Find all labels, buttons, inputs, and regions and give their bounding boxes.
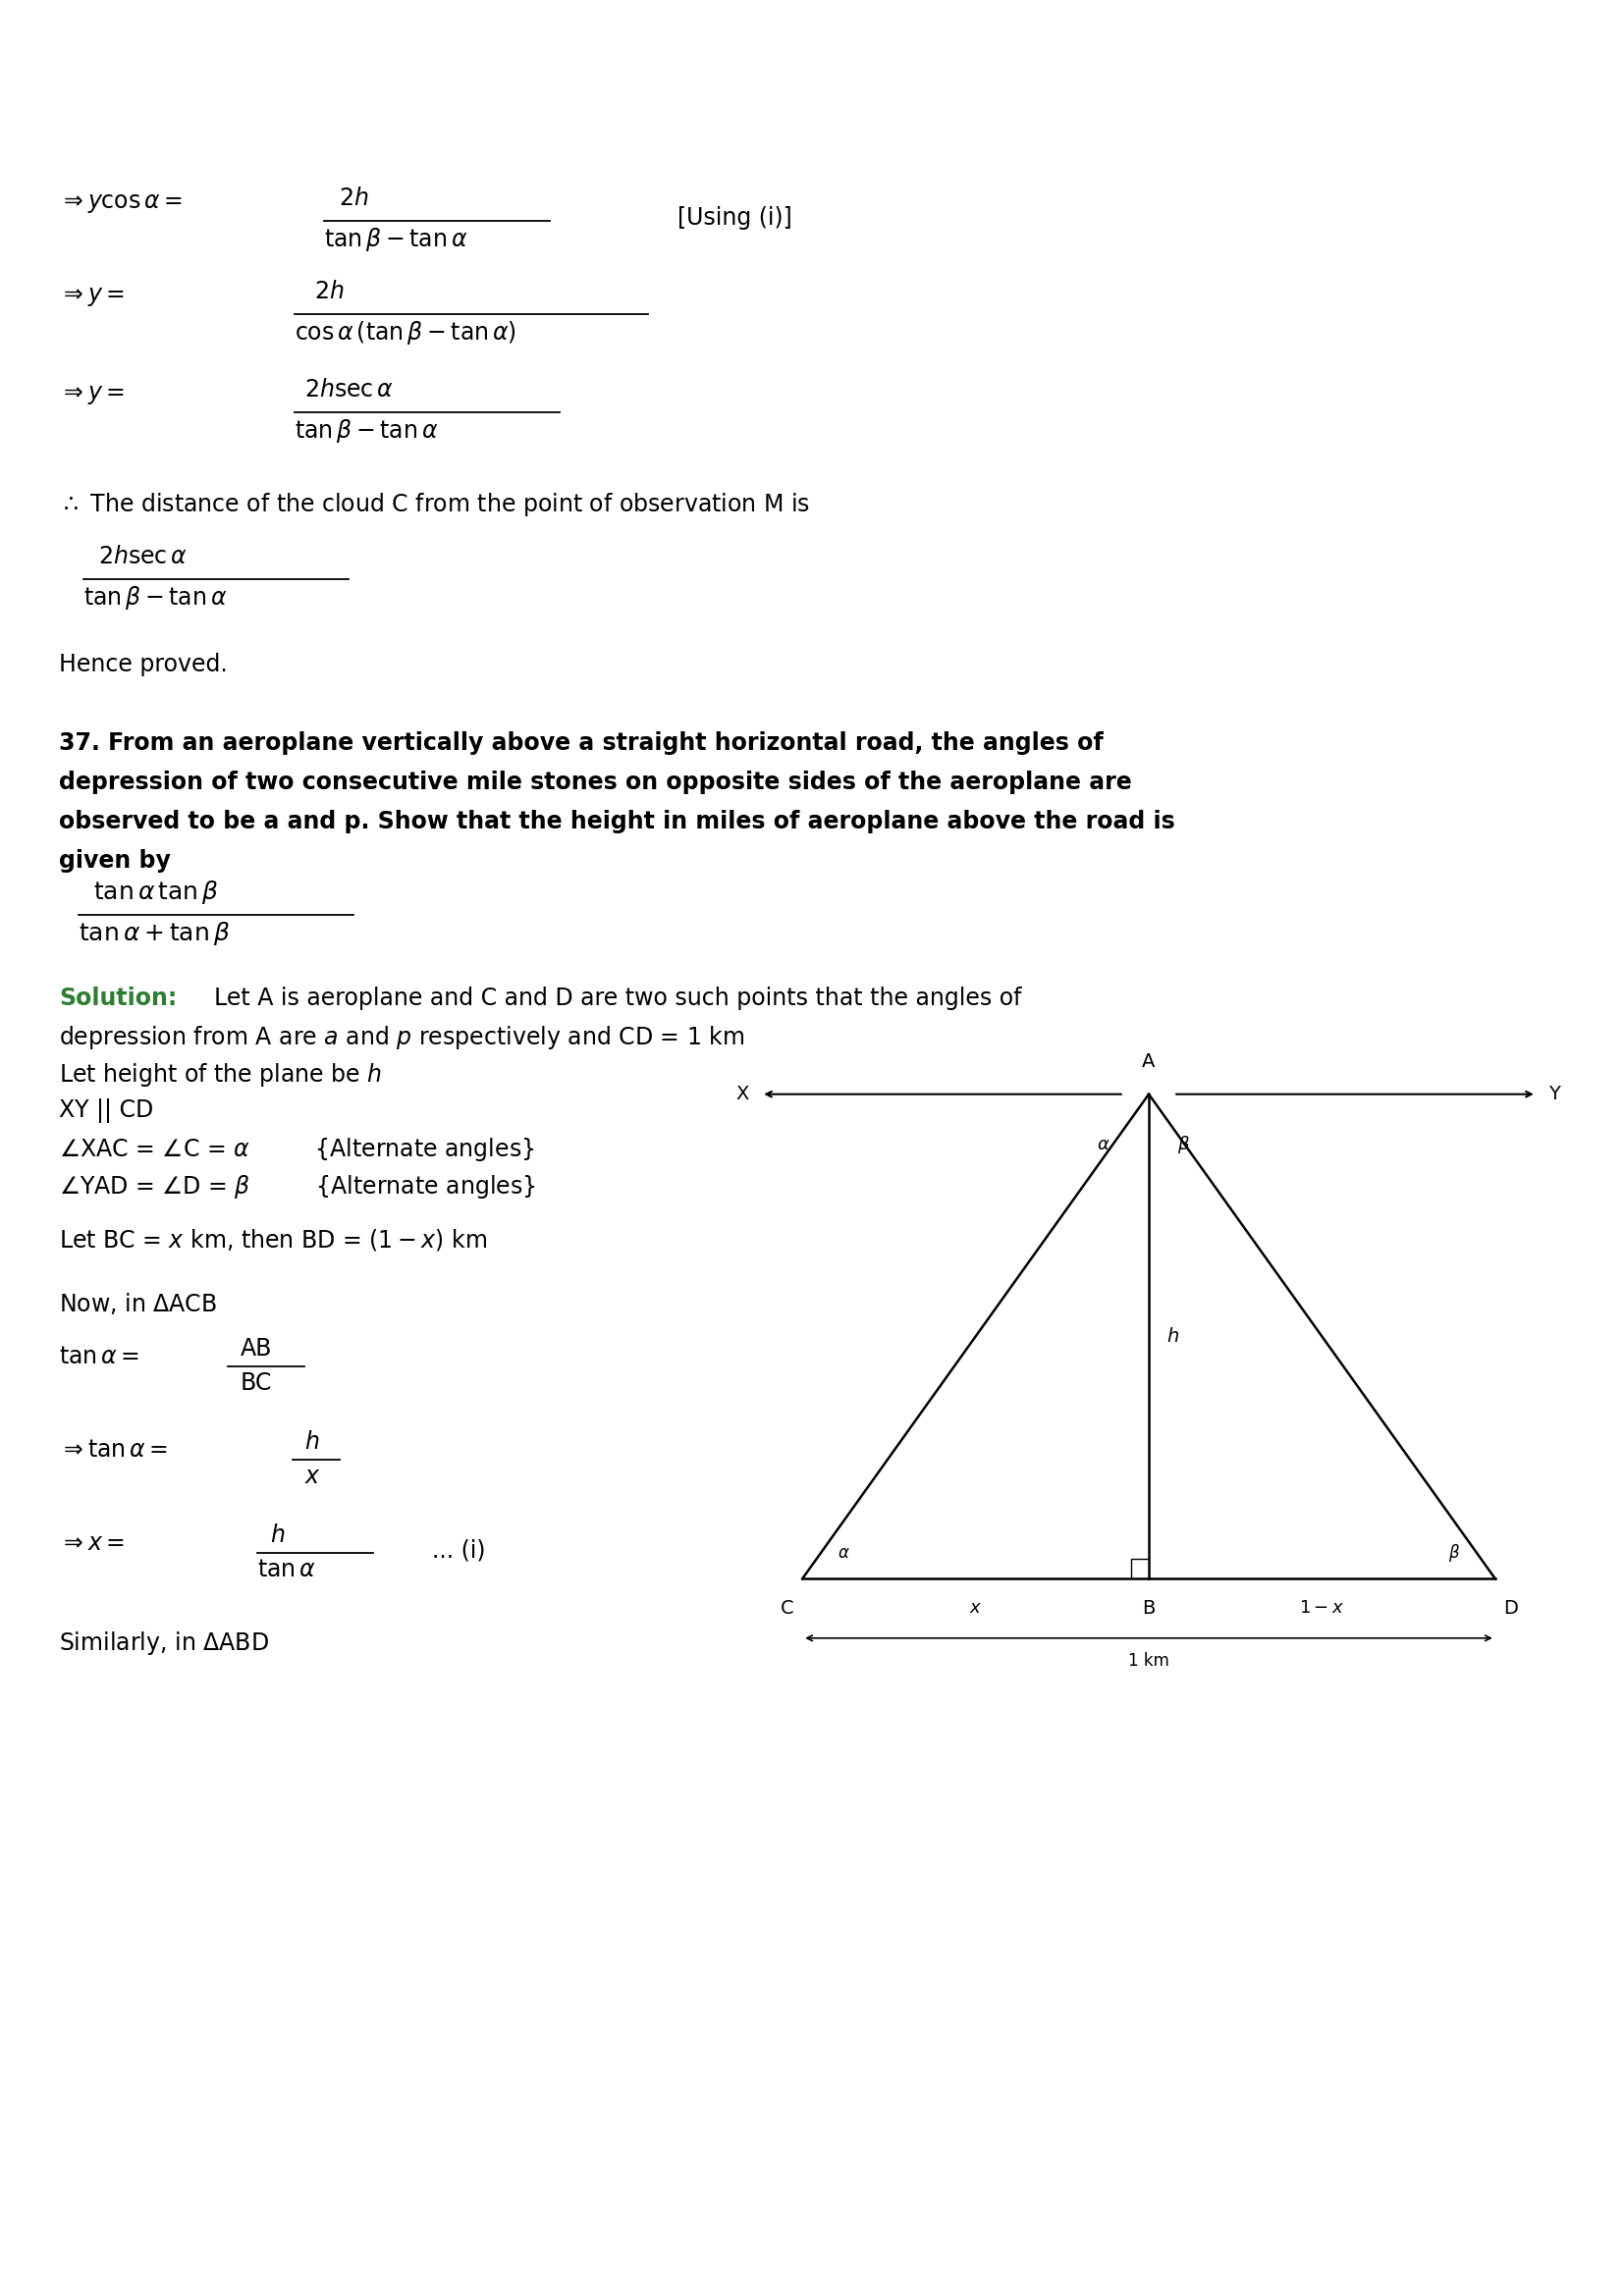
Text: $x$: $x$ — [304, 1465, 322, 1488]
Text: $\alpha$: $\alpha$ — [1096, 1137, 1111, 1153]
Text: $\cos\alpha\,(\tan\beta - \tan\alpha)$: $\cos\alpha\,(\tan\beta - \tan\alpha)$ — [294, 319, 516, 347]
Text: $2h\sec\alpha$: $2h\sec\alpha$ — [304, 379, 393, 402]
Text: Chapter 11: Heights and Distances: Chapter 11: Heights and Distances — [559, 113, 1065, 138]
Text: $2h\sec\alpha$: $2h\sec\alpha$ — [97, 544, 187, 569]
Text: $\Rightarrow y = $: $\Rightarrow y = $ — [58, 285, 125, 308]
Text: $2h$: $2h$ — [339, 186, 369, 209]
Text: $\Rightarrow x = $: $\Rightarrow x = $ — [58, 1531, 125, 1554]
Text: Let BC = $x$ km, then BD = $(1 - x)$ km: Let BC = $x$ km, then BD = $(1 - x)$ km — [58, 1226, 487, 1254]
Text: B: B — [1142, 1598, 1155, 1616]
Text: BC: BC — [240, 1371, 273, 1396]
Text: X: X — [736, 1086, 749, 1104]
Text: $\angle$XAC = $\angle$C = $\alpha$         {Alternate angles}: $\angle$XAC = $\angle$C = $\alpha$ {Alte… — [58, 1137, 534, 1164]
Text: 1 km: 1 km — [1129, 1651, 1169, 1669]
Text: $\beta$: $\beta$ — [1449, 1543, 1460, 1564]
Text: depression from A are $a$ and $p$ respectively and CD = 1 km: depression from A are $a$ and $p$ respec… — [58, 1024, 745, 1052]
Text: $\Rightarrow y\cos\alpha = $: $\Rightarrow y\cos\alpha = $ — [58, 191, 182, 216]
Text: AB: AB — [240, 1336, 273, 1362]
Text: $\tan\beta - \tan\alpha$: $\tan\beta - \tan\alpha$ — [83, 583, 227, 611]
Text: C: C — [781, 1598, 794, 1616]
Text: Y: Y — [1549, 1086, 1561, 1104]
Text: 37. From an aeroplane vertically above a straight horizontal road, the angles of: 37. From an aeroplane vertically above a… — [58, 732, 1103, 755]
Text: observed to be a and p. Show that the height in miles of aeroplane above the roa: observed to be a and p. Show that the he… — [58, 810, 1176, 833]
Text: $2h$: $2h$ — [313, 280, 344, 303]
Text: A: A — [1142, 1052, 1155, 1072]
Text: $h$: $h$ — [304, 1430, 320, 1453]
Text: Similarly, in $\Delta$ABD: Similarly, in $\Delta$ABD — [58, 1630, 270, 1658]
Text: $\tan\alpha = $: $\tan\alpha = $ — [58, 1345, 140, 1368]
Text: Now, in $\Delta$ACB: Now, in $\Delta$ACB — [58, 1290, 218, 1316]
Text: Page 39 of 49: Page 39 of 49 — [732, 2248, 892, 2271]
Text: ... (i): ... (i) — [432, 1538, 486, 1564]
Text: depression of two consecutive mile stones on opposite sides of the aeroplane are: depression of two consecutive mile stone… — [58, 771, 1132, 794]
Text: $x$: $x$ — [970, 1598, 983, 1616]
Text: Class - 10: Class - 10 — [755, 16, 869, 39]
Text: $h$: $h$ — [1168, 1327, 1179, 1345]
Text: Let A is aeroplane and C and D are two such points that the angles of: Let A is aeroplane and C and D are two s… — [214, 987, 1021, 1010]
Text: XY || CD: XY || CD — [58, 1097, 153, 1123]
Text: $\angle$YAD = $\angle$D = $\beta$         {Alternate angles}: $\angle$YAD = $\angle$D = $\beta$ {Alter… — [58, 1173, 536, 1201]
Text: Maths – RD Sharma Solutions: Maths – RD Sharma Solutions — [575, 60, 1049, 87]
Text: $h$: $h$ — [270, 1525, 286, 1548]
Text: $\beta$: $\beta$ — [1177, 1134, 1190, 1155]
Text: $\Rightarrow y = $: $\Rightarrow y = $ — [58, 383, 125, 406]
Text: $1 - x$: $1 - x$ — [1299, 1598, 1345, 1616]
Text: $\alpha$: $\alpha$ — [838, 1545, 849, 1561]
Text: D: D — [1504, 1598, 1518, 1616]
Text: $\tan\alpha$: $\tan\alpha$ — [257, 1557, 317, 1582]
Text: $\Rightarrow \tan\alpha = $: $\Rightarrow \tan\alpha = $ — [58, 1437, 167, 1463]
Text: Hence proved.: Hence proved. — [58, 652, 227, 677]
Text: [Using (i)]: [Using (i)] — [677, 207, 793, 230]
Text: $\tan\alpha\,\tan\beta$: $\tan\alpha\,\tan\beta$ — [93, 879, 219, 907]
Text: given by: given by — [58, 850, 171, 872]
Text: $\tan\beta - \tan\alpha$: $\tan\beta - \tan\alpha$ — [325, 225, 468, 253]
Text: Solution:: Solution: — [58, 987, 177, 1010]
Text: $\tan\alpha + \tan\beta$: $\tan\alpha + \tan\beta$ — [78, 921, 231, 948]
Text: $\therefore$ The distance of the cloud C from the point of observation M is: $\therefore$ The distance of the cloud C… — [58, 491, 810, 519]
Text: $\tan\beta - \tan\alpha$: $\tan\beta - \tan\alpha$ — [294, 418, 438, 445]
Text: Study Path: Study Path — [73, 85, 171, 103]
Text: Let height of the plane be $h$: Let height of the plane be $h$ — [58, 1061, 382, 1088]
